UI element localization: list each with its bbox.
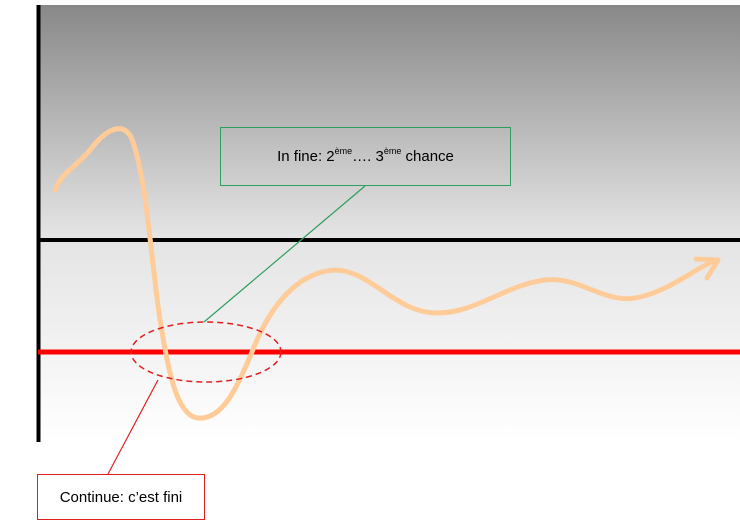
- green-callout-connector: [203, 185, 366, 323]
- callout-top-prefix: In fine: 2: [277, 148, 335, 165]
- green-callout-box: In fine: 2ème…. 3ème chance: [220, 127, 511, 186]
- red-callout-connector: [107, 379, 159, 475]
- upper-band: [40, 5, 740, 240]
- callout-top-superscript-2: ème: [383, 146, 402, 156]
- lower-band: [40, 240, 740, 440]
- red-callout-text: Continue: c’est fini: [59, 488, 183, 506]
- dip-highlight-ellipse: [130, 321, 282, 383]
- green-callout-text: In fine: 2ème…. 3ème chance: [277, 146, 454, 166]
- callout-top-suffix: chance: [401, 148, 454, 165]
- curve-arrowhead: [693, 256, 721, 281]
- trajectory-curve: [52, 126, 715, 421]
- red-callout-box: Continue: c’est fini: [37, 474, 205, 520]
- callout-top-middle: …. 3: [352, 148, 384, 165]
- callout-top-superscript-1: ème: [334, 146, 353, 156]
